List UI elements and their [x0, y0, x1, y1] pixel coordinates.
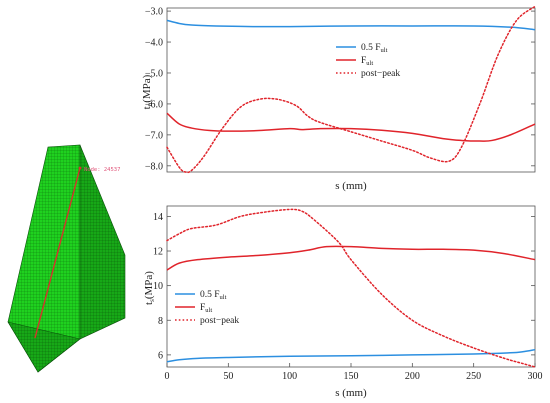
bottom-xtick-label: 250 [466, 371, 481, 382]
top-ytick-label: −6.0 [145, 99, 163, 110]
bottom-xtick-label: 200 [405, 371, 420, 382]
bottom-y-axis-label: ts(MPa) [143, 271, 156, 305]
bottom-series [166, 208, 536, 368]
top-legend: 0.5 Fult Fult post−peak [336, 43, 400, 79]
mesh-wedge: Node: 24537 [7, 144, 126, 373]
bottom-ytick-label: 14 [153, 212, 163, 223]
top-ytick-label: −7.0 [145, 130, 163, 141]
top-ytick-label: −3.0 [145, 7, 163, 18]
mesh-node-marker [78, 166, 82, 170]
top-series-half-ult [166, 19, 536, 31]
bottom-ytick-label: 12 [153, 247, 163, 258]
top-plot-frame [166, 7, 536, 173]
top-y-axis-label: tn(MPa) [141, 74, 154, 109]
bottom-xtick-label: 50 [223, 371, 233, 382]
bottom-y-ticks: 6 8 10 12 14 [153, 212, 535, 361]
bottom-ytick-label: 10 [153, 281, 163, 292]
top-series [166, 5, 536, 174]
mesh-side-face [79, 144, 126, 340]
bottom-xtick-label: 150 [344, 371, 359, 382]
bottom-ytick-label: 6 [158, 350, 163, 361]
bottom-series-post-peak [166, 208, 536, 368]
mesh-path-line [34, 167, 81, 339]
bottom-x-axis-label: s (mm) [335, 387, 367, 399]
bottom-series-half-ult [166, 348, 536, 363]
top-series-post-peak [166, 5, 536, 174]
bottom-xtick-label: 100 [282, 371, 297, 382]
bottom-legend-label-half: 0.5 Fult [200, 290, 227, 301]
chart-shear-traction: 6 8 10 12 14 0 50 100 150 200 250 300 ts(MPa) s (m… [143, 205, 543, 399]
bottom-ytick-label: 8 [158, 316, 163, 327]
top-ytick-label: −5.0 [145, 68, 163, 79]
top-series-ult [166, 112, 536, 142]
top-x-axis-label: s (mm) [335, 180, 367, 192]
bottom-xtick-label: 300 [528, 371, 543, 382]
bottom-series-ult [166, 245, 536, 271]
mesh-node-label: Node: 24537 [84, 167, 120, 173]
bottom-xtick-label: 0 [165, 371, 170, 382]
bottom-plot-frame [166, 205, 536, 368]
bottom-legend-label-ult: Fult [200, 303, 212, 314]
top-legend-label-post: post−peak [361, 69, 400, 79]
top-ytick-label: −8.0 [145, 161, 163, 172]
bottom-x-ticks: 0 50 100 150 200 250 300 [165, 363, 543, 382]
bottom-legend-label-post: post−peak [200, 316, 239, 326]
top-y-ticks: −3.0 −4.0 −5.0 −6.0 −7.0 −8.0 [145, 7, 535, 172]
top-legend-label-half: 0.5 Fult [361, 43, 388, 54]
bottom-legend: 0.5 Fult Fult post−peak [175, 290, 239, 326]
top-ytick-label: −4.0 [145, 38, 163, 49]
top-legend-label-ult: Fult [361, 56, 373, 67]
mesh-bottom-face [7, 321, 81, 373]
chart-normal-traction: −3.0−4.0−5.0−6.0−7.0−8.0 tn(MPa) s (mm) … [141, 5, 536, 192]
